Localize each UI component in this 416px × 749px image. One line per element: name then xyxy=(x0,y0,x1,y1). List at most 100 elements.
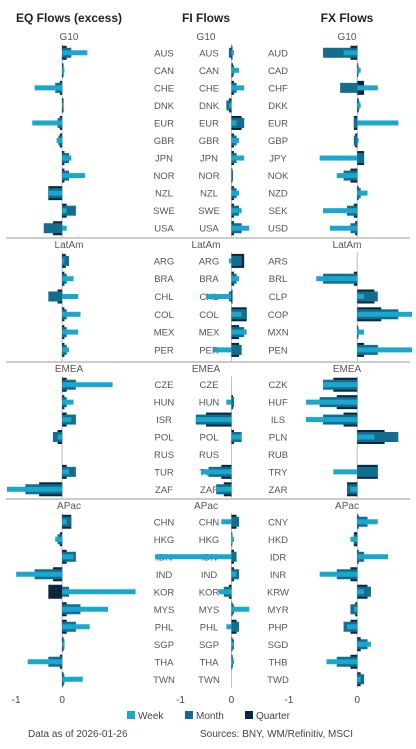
row-label-fi-flows-swe: SWE xyxy=(198,206,220,217)
bar-week-eq-flows-excess-nzl xyxy=(48,190,63,196)
row-label-fx-flows-chf: CHF xyxy=(268,83,288,94)
bar-week-eq-flows-excess-che xyxy=(34,85,63,91)
bar-month-eq-flows-excess-usa xyxy=(43,223,63,234)
bar-week-fx-flows-krw xyxy=(357,589,365,595)
sources-note: Sources: BNY, WM/Refinitiv, MSCI xyxy=(200,729,353,740)
bar-month-fx-flows-clp xyxy=(357,291,378,302)
bar-week-eq-flows-excess-pol xyxy=(57,434,63,440)
bar-week-fi-flows-hkg xyxy=(231,536,234,542)
bar-week-eq-flows-excess-twn xyxy=(62,676,83,682)
bar-quarter-fi-flows-chl xyxy=(231,289,233,304)
bar-week-eq-flows-excess-swe xyxy=(62,208,67,214)
row-label-fi-flows-cze: CZE xyxy=(200,380,219,391)
row-label-fx-flows-myr: MYR xyxy=(267,605,288,616)
region-label-fi-flows-latam: LatAm xyxy=(192,240,221,251)
bar-week-fi-flows-idn xyxy=(155,554,232,560)
bar-week-eq-flows-excess-mys xyxy=(62,606,109,612)
bar-week-eq-flows-excess-per xyxy=(62,347,69,353)
legend-label-week: Week xyxy=(138,711,164,722)
row-label-fi-flows-nor: NOR xyxy=(198,171,219,182)
bar-week-eq-flows-excess-kor xyxy=(62,589,136,595)
row-label-eq-flows-excess-swe: SWE xyxy=(153,206,175,217)
bar-week-eq-flows-excess-phl xyxy=(62,624,90,630)
row-label-eq-flows-excess-hkg: HKG xyxy=(154,535,175,546)
bar-week-fi-flows-col xyxy=(231,311,242,317)
bar-week-fx-flows-nzd xyxy=(357,190,368,196)
bar-week-eq-flows-excess-bra xyxy=(62,276,74,282)
row-label-fx-flows-cny: CNY xyxy=(268,517,289,528)
bar-week-fx-flows-chf xyxy=(357,85,378,91)
bar-week-fx-flows-aud xyxy=(343,50,358,56)
bar-week-fx-flows-clp xyxy=(357,294,365,299)
bar-week-fx-flows-mxn xyxy=(357,329,365,335)
bar-week-fx-flows-sek xyxy=(323,208,358,214)
row-label-fx-flows-mxn: MXN xyxy=(267,328,288,339)
region-label-fi-flows-g10: G10 xyxy=(197,32,216,43)
region-label-eq-flows-excess-apac: APac xyxy=(57,501,81,512)
row-label-eq-flows-excess-twn: TWN xyxy=(153,675,175,686)
bar-week-fi-flows-phl xyxy=(226,624,232,630)
row-label-eq-flows-excess-usa: USA xyxy=(154,224,174,235)
row-label-eq-flows-excess-chn: CHN xyxy=(154,517,175,528)
bar-month-fx-flows-try xyxy=(357,466,378,477)
bar-month-fx-flows-pln xyxy=(357,432,399,442)
bar-week-fi-flows-che xyxy=(231,85,245,91)
bar-month-eq-flows-excess-arg xyxy=(62,255,69,266)
row-label-eq-flows-excess-tur: TUR xyxy=(154,467,174,478)
bar-week-fi-flows-tha xyxy=(231,659,234,665)
bar-week-eq-flows-excess-ind xyxy=(16,571,63,577)
bar-week-fx-flows-sgd xyxy=(357,641,371,647)
row-label-fx-flows-ars: ARS xyxy=(268,256,288,267)
row-label-fx-flows-nok: NOK xyxy=(268,171,289,182)
bar-week-fi-flows-kor xyxy=(218,589,232,595)
row-label-fi-flows-kor: KOR xyxy=(199,587,220,598)
bar-week-eq-flows-excess-idn xyxy=(62,554,74,560)
bar-week-eq-flows-excess-cze xyxy=(62,382,113,388)
bar-week-fx-flows-usd xyxy=(329,225,358,231)
row-label-fi-flows-can: CAN xyxy=(199,66,219,77)
legend-label-quarter: Quarter xyxy=(256,711,291,722)
bar-week-fx-flows-ils xyxy=(305,417,358,423)
row-label-fx-flows-aud: AUD xyxy=(268,48,288,59)
row-label-fx-flows-czk: CZK xyxy=(269,380,289,391)
bar-month-fi-flows-arg xyxy=(231,255,242,266)
row-label-fx-flows-php: PHP xyxy=(268,622,288,633)
row-label-fx-flows-sgd: SGD xyxy=(268,640,289,651)
bar-week-fi-flows-mex xyxy=(231,329,247,335)
bar-week-fx-flows-cny xyxy=(357,519,378,525)
bar-month-fi-flows-idn xyxy=(231,551,237,562)
x-tick-fx-flows: 0 xyxy=(354,695,360,706)
bar-week-eq-flows-excess-isr xyxy=(62,417,72,423)
row-label-fx-flows-try: TRY xyxy=(269,467,288,478)
bar-week-eq-flows-excess-can xyxy=(62,67,65,73)
x-tick-fx-flows: -1 xyxy=(284,695,293,706)
region-label-fx-flows-apac: APac xyxy=(335,501,359,512)
row-label-fx-flows-huf: HUF xyxy=(268,398,288,409)
row-label-fx-flows-inr: INR xyxy=(270,570,287,581)
row-label-fi-flows-usa: USA xyxy=(199,224,219,235)
region-label-fi-flows-emea: EMEA xyxy=(192,364,221,375)
row-label-fi-flows-jpn: JPN xyxy=(200,154,218,165)
row-label-fi-flows-zaf: ZAF xyxy=(200,485,218,496)
bar-week-fx-flows-php xyxy=(347,624,358,630)
bar-month-fi-flows-nor xyxy=(231,170,233,181)
row-label-fi-flows-per: PER xyxy=(199,345,219,356)
bar-week-fx-flows-thb xyxy=(326,659,358,665)
bar-week-fi-flows-bra xyxy=(231,276,240,282)
bar-week-eq-flows-excess-chl xyxy=(62,294,79,299)
region-label-eq-flows-excess-latam: LatAm xyxy=(55,240,84,251)
row-label-fx-flows-eur: EUR xyxy=(268,118,288,129)
region-label-fx-flows-latam: LatAm xyxy=(333,240,362,251)
row-label-fx-flows-usd: USD xyxy=(268,224,288,235)
bar-week-fi-flows-pol xyxy=(231,434,242,440)
row-label-fi-flows-col: COL xyxy=(199,310,219,321)
legend-swatch-month xyxy=(185,711,193,719)
row-label-eq-flows-excess-per: PER xyxy=(154,345,174,356)
row-label-fx-flows-cad: CAD xyxy=(268,66,288,77)
bar-week-fx-flows-jpy xyxy=(319,155,358,161)
row-label-fi-flows-bra: BRA xyxy=(199,274,219,285)
row-label-eq-flows-excess-hun: HUN xyxy=(154,398,175,409)
row-label-eq-flows-excess-can: CAN xyxy=(154,66,174,77)
row-label-fi-flows-sgp: SGP xyxy=(199,640,219,651)
bar-week-eq-flows-excess-sgp xyxy=(62,641,65,647)
